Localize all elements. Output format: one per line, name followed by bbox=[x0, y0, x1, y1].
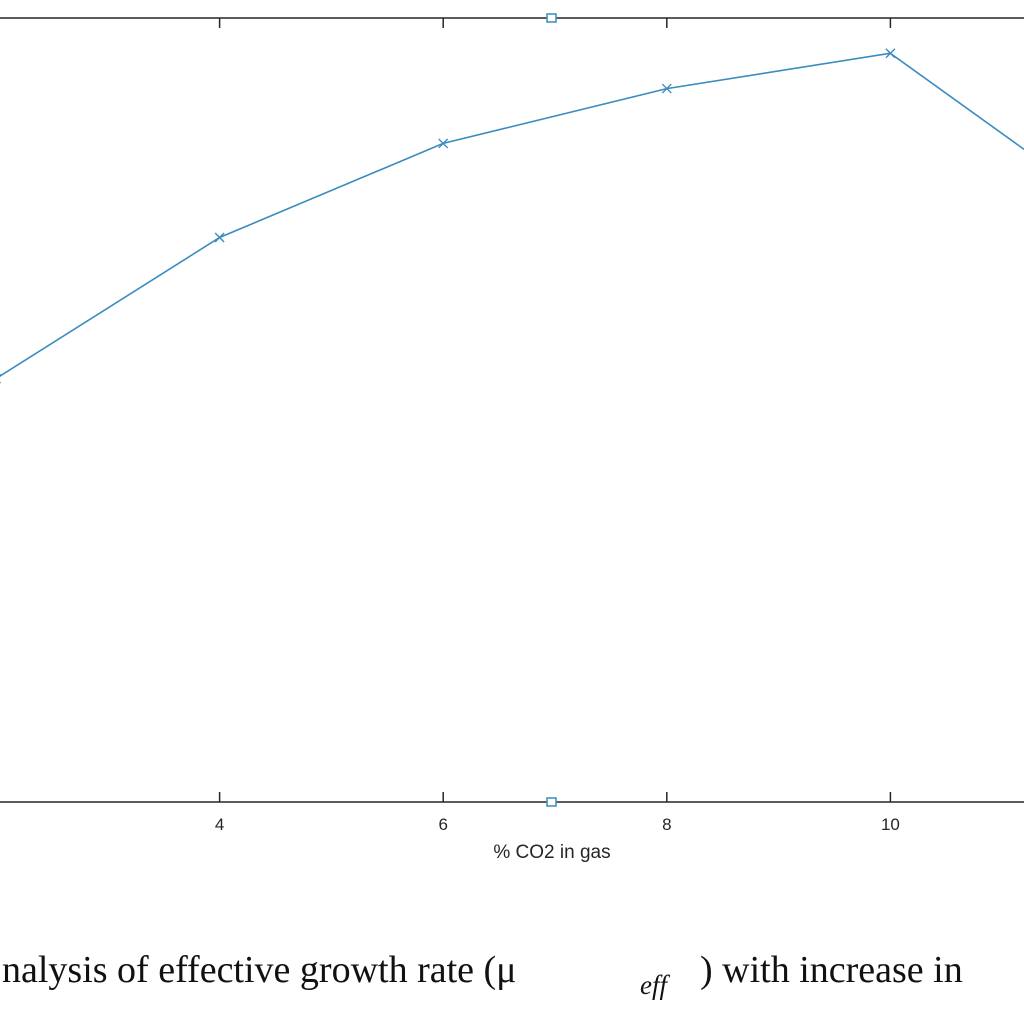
top-axis-handle bbox=[546, 13, 557, 23]
marker-stroke bbox=[885, 48, 896, 59]
x-tick-label: 4 bbox=[215, 815, 224, 834]
caption-suffix: ) with increase in bbox=[700, 949, 963, 991]
x-ticks bbox=[218, 18, 892, 802]
x-tick-label: 2 bbox=[0, 815, 1, 834]
data-point-marker bbox=[661, 83, 672, 94]
marker-stroke bbox=[661, 83, 672, 94]
axes-frame bbox=[0, 13, 1024, 807]
series-line bbox=[0, 52, 1024, 378]
data-point-marker bbox=[885, 48, 896, 59]
x-axis-label: % CO2 in gas bbox=[493, 842, 610, 863]
figure-caption: nalysis of effective growth rate (μ eff … bbox=[0, 948, 1024, 1008]
x-tick-labels: 2 4 6 8 10 bbox=[0, 815, 900, 834]
data-point-marker bbox=[438, 138, 449, 149]
bottom-axis-handle bbox=[546, 797, 557, 807]
x-tick-label: 6 bbox=[438, 815, 447, 834]
marker-stroke bbox=[438, 138, 449, 149]
marker-stroke bbox=[214, 232, 225, 243]
caption-prefix: nalysis of effective growth rate (μ bbox=[2, 949, 517, 991]
data-point-marker bbox=[214, 232, 225, 243]
x-tick-label: 8 bbox=[662, 815, 671, 834]
x-tick-label: 10 bbox=[881, 815, 900, 834]
caption-subscript: eff bbox=[640, 970, 667, 1000]
series-group bbox=[0, 48, 1024, 384]
line-chart: 2 4 6 8 10 % CO2 in gas bbox=[0, 13, 1024, 863]
